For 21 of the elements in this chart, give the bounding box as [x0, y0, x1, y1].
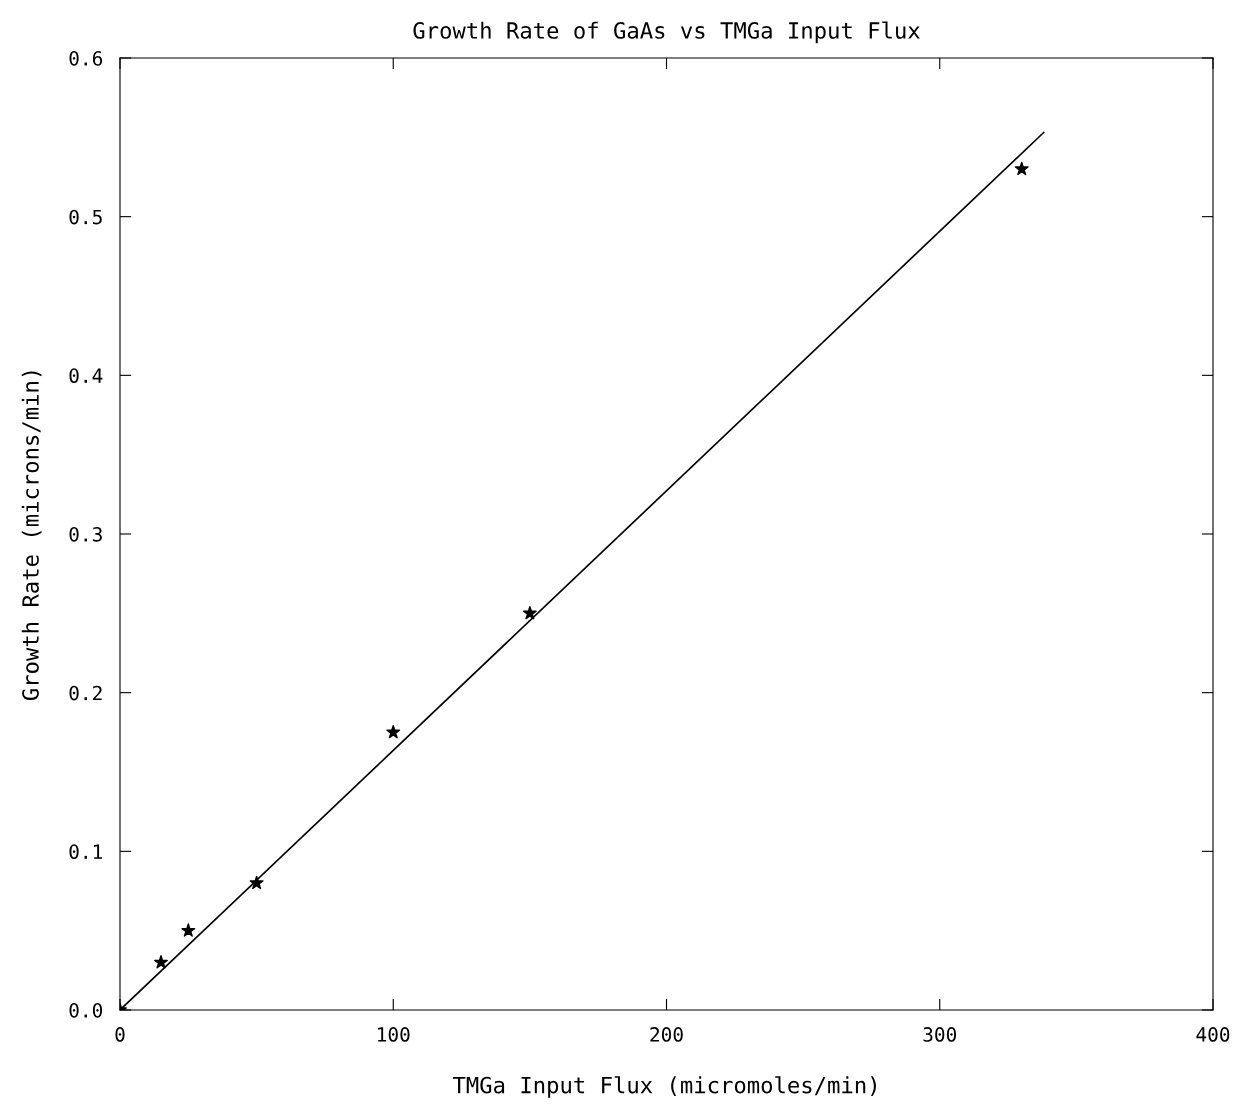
y-tick-label: 0.5 — [69, 209, 102, 225]
x-tick-label: 100 — [378, 1027, 410, 1042]
chart-title: Growth Rate of GaAs vs TMGa Input Flux — [413, 21, 920, 44]
point — [1014, 161, 1029, 176]
point — [522, 606, 537, 620]
y-tick-label: 0.3 — [69, 527, 102, 542]
x-axis-title: TMGa Input Flux (micromoles/min) — [452, 1076, 876, 1098]
point — [181, 923, 196, 937]
y-tick-label: 0.6 — [69, 51, 103, 66]
point — [386, 725, 401, 739]
x-tick-label: 0 — [115, 1027, 125, 1042]
y-tick-label: 0.0 — [69, 1003, 103, 1018]
y-axis-title: Growth Rate (microns/min) — [21, 371, 42, 701]
y-tick-label: 0.2 — [69, 685, 102, 701]
point — [154, 955, 168, 969]
point — [249, 875, 264, 890]
x-tick-label: 200 — [650, 1027, 683, 1042]
x-tick-label: 300 — [923, 1027, 957, 1042]
y-tick-label: 0.4 — [69, 368, 103, 384]
y-tick-label: 0.1 — [69, 844, 103, 860]
x-tick-label: 400 — [1196, 1027, 1230, 1042]
